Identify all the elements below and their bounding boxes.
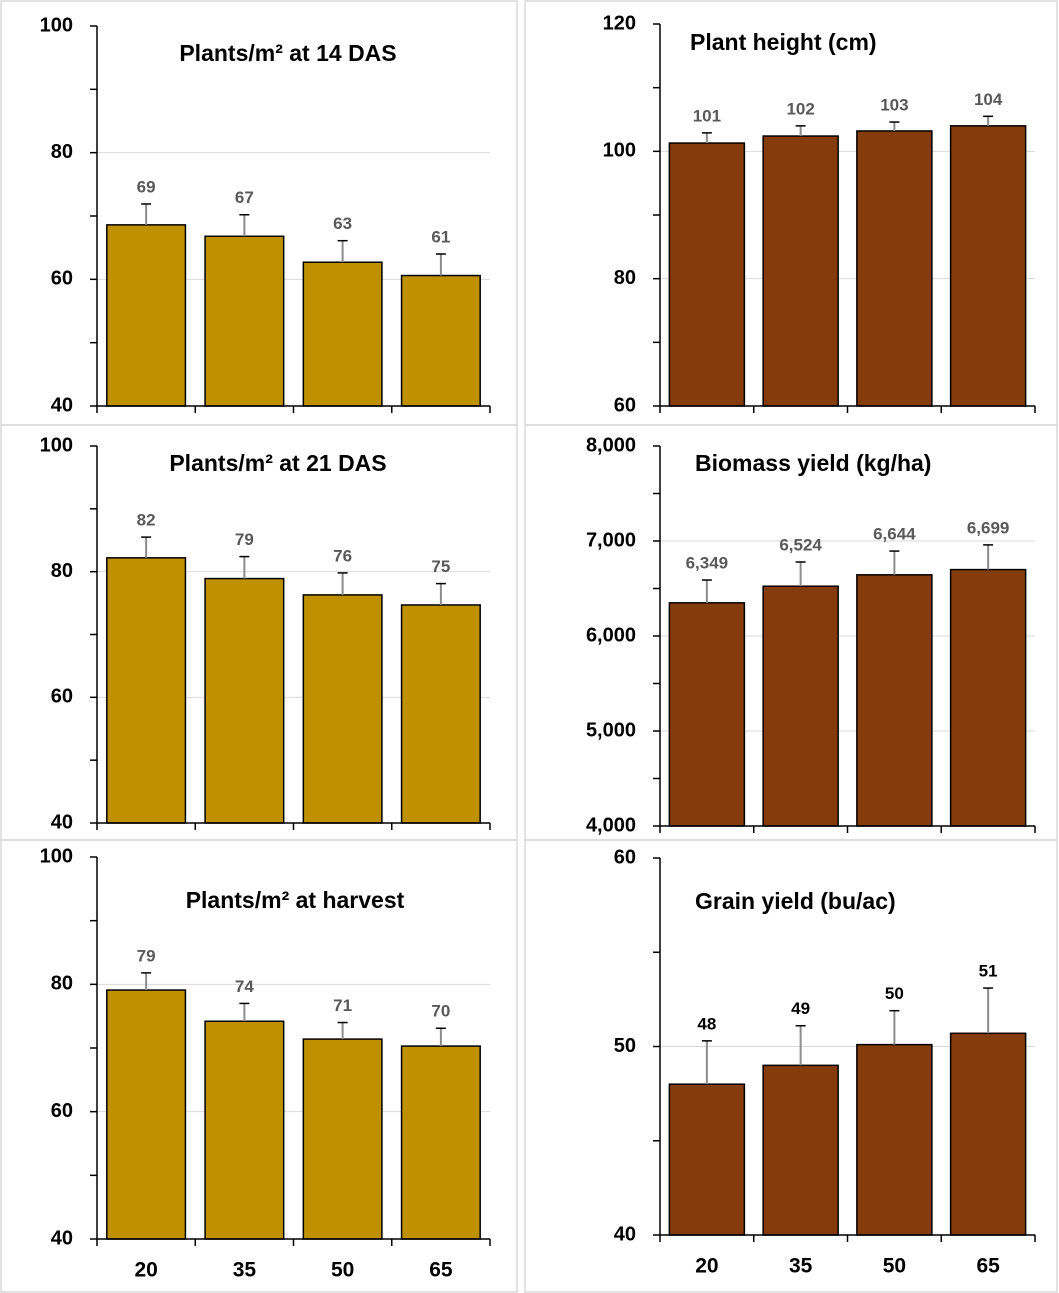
bar xyxy=(400,604,481,824)
bar xyxy=(204,235,285,407)
panel-frame xyxy=(0,839,518,1293)
value-label: 70 xyxy=(431,1002,450,1021)
y-tick-label: 60 xyxy=(51,686,73,708)
y-tick-label: 40 xyxy=(51,811,73,833)
y-tick-label: 60 xyxy=(51,1100,73,1122)
bar xyxy=(668,602,746,827)
y-tick-label: 40 xyxy=(51,1227,73,1249)
y-tick-label: 8,000 xyxy=(586,434,636,456)
bar xyxy=(668,1083,746,1236)
y-tick-label: 100 xyxy=(40,434,73,456)
value-label: 63 xyxy=(333,214,352,233)
y-tick-label: 80 xyxy=(51,560,73,582)
bar xyxy=(949,568,1027,827)
bar xyxy=(762,135,839,407)
y-tick-label: 80 xyxy=(51,973,73,995)
y-tick-label: 40 xyxy=(51,394,73,416)
bar xyxy=(106,557,187,824)
value-label: 74 xyxy=(235,977,254,996)
value-label: 104 xyxy=(974,90,1003,109)
value-label: 6,524 xyxy=(779,535,822,554)
bar xyxy=(302,261,383,407)
value-label: 67 xyxy=(235,188,254,207)
bar xyxy=(856,1043,933,1236)
value-label: 82 xyxy=(137,511,156,530)
bar xyxy=(106,989,187,1240)
x-tick-label: 65 xyxy=(976,1255,1000,1278)
bar xyxy=(302,594,383,824)
y-tick-label: 6,000 xyxy=(586,624,636,646)
bar xyxy=(106,224,187,407)
value-label: 79 xyxy=(235,530,254,549)
value-label: 50 xyxy=(885,984,904,1003)
bar xyxy=(668,142,746,407)
chart-title: Biomass yield (kg/ha) xyxy=(695,450,931,476)
value-label: 76 xyxy=(333,546,352,565)
x-tick-label: 20 xyxy=(134,1259,157,1282)
chart-title: Grain yield (bu/ac) xyxy=(695,888,896,914)
bar xyxy=(400,274,481,407)
y-tick-label: 80 xyxy=(614,267,636,289)
y-tick-label: 100 xyxy=(40,14,73,36)
value-label: 102 xyxy=(786,99,814,118)
bar xyxy=(856,130,933,407)
chart-title: Plants/m² at 14 DAS xyxy=(179,40,396,66)
chart-title: Plants/m² at harvest xyxy=(186,887,405,913)
value-label: 49 xyxy=(791,999,810,1018)
bar xyxy=(302,1038,383,1240)
value-label: 61 xyxy=(431,227,450,246)
bar xyxy=(762,1064,839,1236)
y-tick-label: 60 xyxy=(51,268,73,290)
y-tick-label: 120 xyxy=(603,12,636,34)
y-tick-label: 5,000 xyxy=(586,719,636,741)
bar xyxy=(204,577,285,824)
chart-title: Plants/m² at 21 DAS xyxy=(169,450,386,476)
value-label: 103 xyxy=(880,96,908,115)
value-label: 71 xyxy=(333,996,352,1015)
y-tick-label: 100 xyxy=(603,140,636,162)
y-tick-label: 100 xyxy=(40,845,73,867)
value-label: 51 xyxy=(979,962,998,981)
y-tick-label: 80 xyxy=(51,141,73,163)
value-label: 75 xyxy=(431,557,450,576)
bar xyxy=(762,585,839,827)
chart-title: Plant height (cm) xyxy=(690,29,877,55)
x-tick-label: 35 xyxy=(233,1259,257,1282)
x-tick-label: 50 xyxy=(331,1259,354,1282)
x-tick-label: 65 xyxy=(429,1259,453,1282)
value-label: 6,644 xyxy=(873,525,916,544)
bar xyxy=(856,574,933,827)
x-tick-label: 20 xyxy=(695,1255,718,1278)
y-tick-label: 60 xyxy=(614,394,636,416)
x-tick-label: 50 xyxy=(883,1255,906,1278)
y-tick-label: 50 xyxy=(614,1035,636,1057)
y-tick-label: 4,000 xyxy=(586,814,636,836)
y-tick-label: 7,000 xyxy=(586,529,636,551)
value-label: 6,349 xyxy=(686,554,729,573)
panel-frame xyxy=(524,839,1058,1293)
bar xyxy=(949,125,1027,407)
value-label: 48 xyxy=(697,1014,716,1033)
value-label: 79 xyxy=(137,946,156,965)
value-label: 6,699 xyxy=(967,518,1010,537)
bar xyxy=(949,1032,1027,1236)
y-tick-label: 60 xyxy=(614,846,636,868)
value-label: 101 xyxy=(693,106,721,125)
x-tick-label: 35 xyxy=(789,1255,813,1278)
bar xyxy=(204,1020,285,1240)
value-label: 69 xyxy=(137,177,156,196)
y-tick-label: 40 xyxy=(614,1223,636,1245)
bar xyxy=(400,1045,481,1240)
